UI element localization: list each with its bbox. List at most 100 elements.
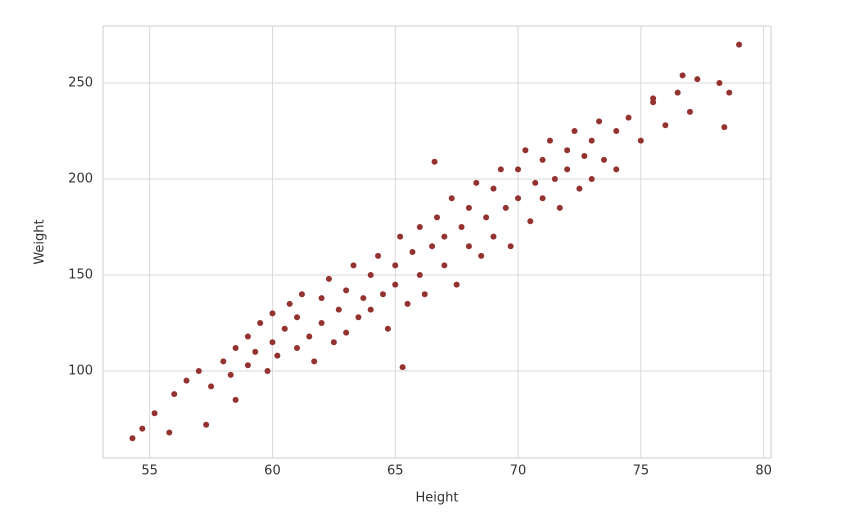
point: [220, 358, 227, 365]
y-tick-label: 250: [68, 76, 93, 91]
point: [264, 368, 271, 375]
point: [397, 233, 404, 240]
point: [434, 214, 440, 221]
point: [613, 128, 620, 135]
point: [694, 76, 701, 83]
y-axis-label: Weight: [33, 219, 48, 264]
point: [539, 156, 546, 163]
point: [404, 300, 411, 307]
point: [483, 214, 490, 221]
point: [375, 252, 382, 259]
point: [318, 295, 325, 302]
y-tick-label: 200: [68, 172, 93, 187]
point: [596, 118, 603, 125]
point: [294, 314, 301, 321]
point: [306, 333, 313, 340]
point: [650, 95, 657, 102]
point: [532, 179, 539, 186]
point: [269, 310, 276, 317]
point: [355, 314, 362, 321]
point: [298, 291, 305, 298]
point: [448, 195, 455, 202]
point: [515, 195, 522, 202]
point: [507, 243, 514, 250]
point: [269, 339, 276, 346]
point: [274, 352, 281, 359]
plot-frame: [102, 25, 772, 459]
point: [367, 272, 374, 279]
point: [473, 179, 480, 186]
point: [343, 329, 350, 336]
point: [318, 320, 325, 327]
x-axis-label: Height: [416, 491, 459, 506]
point: [392, 262, 399, 269]
point: [674, 89, 681, 96]
point: [441, 262, 448, 269]
point: [416, 224, 423, 231]
point: [183, 377, 190, 384]
point: [551, 176, 558, 183]
point: [613, 166, 620, 173]
point: [384, 325, 391, 332]
x-tick-label: 55: [141, 464, 158, 479]
x-tick-label: 60: [264, 464, 281, 479]
point: [546, 137, 553, 144]
y-tick-label: 100: [68, 364, 93, 379]
point: [625, 114, 632, 121]
point: [325, 275, 332, 282]
point: [343, 287, 350, 294]
point: [637, 137, 644, 144]
point: [399, 364, 406, 371]
point: [465, 204, 472, 211]
point: [257, 320, 264, 327]
point: [515, 166, 522, 173]
point: [662, 122, 669, 129]
x-tick-label: 75: [633, 464, 650, 479]
point: [367, 306, 374, 313]
point: [429, 243, 436, 250]
x-tick-label: 65: [387, 464, 404, 479]
point: [129, 435, 136, 442]
point: [736, 41, 743, 48]
point: [556, 204, 563, 211]
point: [490, 185, 497, 192]
point: [335, 306, 342, 313]
point: [571, 128, 578, 135]
point: [502, 204, 509, 211]
point: [686, 108, 693, 115]
point: [588, 137, 595, 144]
point: [465, 243, 472, 250]
point: [527, 218, 534, 225]
point: [286, 300, 293, 307]
point: [350, 262, 357, 269]
point: [478, 252, 485, 259]
point: [244, 362, 251, 369]
point: [330, 339, 337, 346]
point: [244, 333, 251, 340]
point: [232, 396, 239, 403]
point: [497, 166, 504, 173]
point: [360, 295, 367, 302]
point: [379, 291, 386, 298]
point: [311, 358, 318, 365]
point: [581, 152, 588, 159]
point: [139, 425, 146, 432]
point: [151, 410, 158, 417]
point: [441, 233, 448, 240]
point: [416, 272, 423, 279]
point: [564, 166, 571, 173]
point: [431, 158, 438, 165]
point: [166, 429, 173, 436]
x-tick-label: 70: [510, 464, 527, 479]
point: [227, 371, 234, 378]
point: [203, 421, 210, 428]
point: [721, 124, 728, 131]
point: [453, 281, 460, 288]
point: [195, 368, 202, 375]
point: [281, 325, 288, 332]
point: [392, 281, 399, 288]
point: [564, 147, 571, 154]
y-tick-label: 150: [68, 268, 93, 283]
point: [458, 224, 465, 231]
